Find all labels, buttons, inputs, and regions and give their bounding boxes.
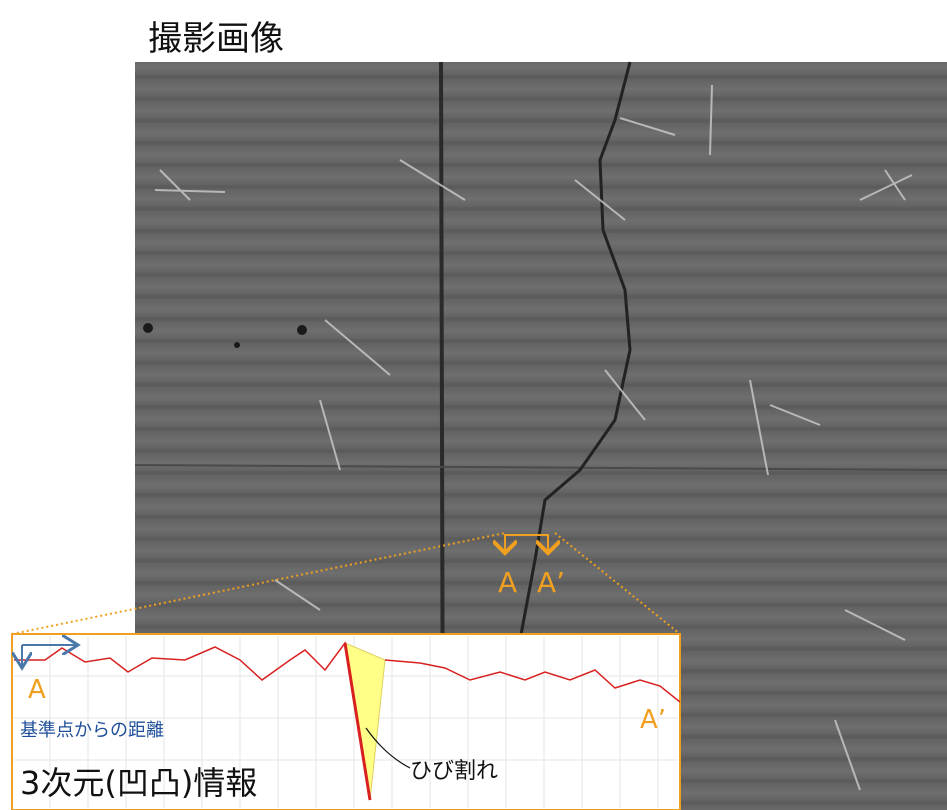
marker-label: A (498, 566, 517, 599)
axis-label: 基準点からの距離 (20, 720, 164, 741)
end-label: A’ (640, 705, 666, 735)
inset: A A’ 基準点からの距離 3次元(凹凸)情報 ひび割れ (12, 634, 680, 810)
start-label: A (28, 675, 46, 705)
inset-title: 3次元(凹凸)情報 (20, 764, 257, 802)
marker-label: A’ (537, 566, 565, 599)
title: 撮影画像 (148, 19, 284, 59)
crack-annotation: ひび割れ (410, 759, 498, 784)
figure: 撮影画像 A A’ (0, 0, 947, 810)
